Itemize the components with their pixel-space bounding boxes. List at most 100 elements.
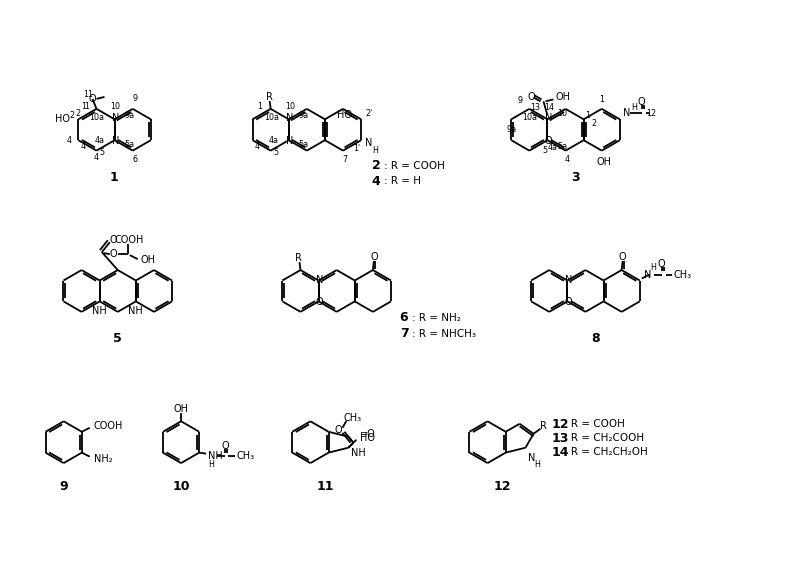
Text: N: N bbox=[623, 108, 630, 118]
Text: 5: 5 bbox=[273, 148, 278, 157]
Text: 13: 13 bbox=[531, 103, 540, 112]
Text: O: O bbox=[335, 425, 342, 435]
Text: 11: 11 bbox=[316, 480, 334, 494]
Text: O: O bbox=[564, 297, 572, 307]
Text: HO: HO bbox=[337, 111, 351, 120]
Text: CH₃: CH₃ bbox=[237, 450, 255, 461]
Text: H: H bbox=[630, 103, 637, 112]
Text: 6: 6 bbox=[132, 155, 137, 164]
Text: O: O bbox=[618, 252, 626, 262]
Text: 4a: 4a bbox=[95, 136, 104, 145]
Text: O: O bbox=[370, 252, 378, 262]
Text: 9a: 9a bbox=[124, 111, 135, 120]
Text: 8: 8 bbox=[591, 332, 599, 345]
Text: 10: 10 bbox=[285, 102, 295, 111]
Text: N: N bbox=[316, 274, 324, 284]
Text: COOH: COOH bbox=[114, 235, 143, 245]
Text: 4a: 4a bbox=[269, 136, 279, 145]
Text: 5a: 5a bbox=[124, 140, 135, 149]
Text: 13: 13 bbox=[552, 432, 569, 445]
Text: : R = NH₂: : R = NH₂ bbox=[412, 313, 461, 323]
Text: 4: 4 bbox=[94, 153, 99, 162]
Text: O: O bbox=[110, 235, 118, 245]
Text: 9: 9 bbox=[59, 480, 68, 494]
Text: N: N bbox=[286, 136, 293, 146]
Text: H: H bbox=[535, 460, 540, 469]
Text: OH: OH bbox=[140, 255, 155, 265]
Text: NH₂: NH₂ bbox=[94, 454, 112, 463]
Text: NH: NH bbox=[128, 306, 143, 316]
Text: 4: 4 bbox=[565, 155, 570, 164]
Text: 10: 10 bbox=[111, 102, 120, 111]
Text: 5: 5 bbox=[542, 146, 547, 155]
Text: : R = COOH: : R = COOH bbox=[564, 419, 625, 429]
Text: 12: 12 bbox=[552, 418, 569, 431]
Text: 10a: 10a bbox=[89, 113, 104, 122]
Text: 4: 4 bbox=[66, 136, 72, 145]
Text: R: R bbox=[266, 92, 273, 102]
Text: 9: 9 bbox=[132, 94, 137, 103]
Text: : R = CH₂CH₂OH: : R = CH₂CH₂OH bbox=[564, 447, 648, 457]
Text: O: O bbox=[316, 297, 324, 307]
Text: N: N bbox=[528, 453, 536, 463]
Text: R: R bbox=[295, 253, 302, 263]
Text: 5: 5 bbox=[99, 148, 104, 157]
Text: 5a: 5a bbox=[557, 142, 567, 151]
Text: COOH: COOH bbox=[94, 421, 123, 431]
Text: HO: HO bbox=[56, 114, 70, 125]
Text: R: R bbox=[540, 421, 547, 431]
Text: 9a: 9a bbox=[299, 111, 308, 120]
Text: 7: 7 bbox=[343, 155, 347, 164]
Text: N: N bbox=[112, 113, 120, 123]
Text: 1: 1 bbox=[84, 102, 89, 112]
Text: 9a: 9a bbox=[506, 125, 516, 134]
Text: 1: 1 bbox=[257, 102, 262, 112]
Text: 2: 2 bbox=[372, 159, 381, 172]
Text: H: H bbox=[208, 460, 214, 469]
Text: 10: 10 bbox=[557, 109, 567, 118]
Text: 4: 4 bbox=[372, 175, 381, 188]
Text: 11: 11 bbox=[84, 90, 93, 99]
Text: =O: =O bbox=[360, 429, 376, 439]
Text: O: O bbox=[110, 249, 118, 259]
Text: N: N bbox=[112, 136, 120, 146]
Text: 5: 5 bbox=[113, 332, 122, 345]
Text: N: N bbox=[286, 113, 293, 123]
Text: OH: OH bbox=[556, 93, 571, 103]
Text: O: O bbox=[528, 93, 536, 103]
Text: 2: 2 bbox=[591, 119, 596, 128]
Text: O: O bbox=[658, 259, 665, 269]
Text: 5a: 5a bbox=[299, 140, 308, 149]
Text: 4a: 4a bbox=[548, 142, 557, 151]
Text: N: N bbox=[365, 138, 373, 148]
Text: 12: 12 bbox=[646, 109, 657, 118]
Text: OH: OH bbox=[596, 157, 611, 167]
Text: : R = H: : R = H bbox=[384, 177, 421, 186]
Text: 2': 2' bbox=[366, 109, 373, 118]
Text: 14: 14 bbox=[544, 103, 555, 112]
Text: NH: NH bbox=[351, 448, 366, 458]
Text: 1': 1' bbox=[354, 144, 361, 153]
Text: N: N bbox=[545, 113, 552, 123]
Text: CH₃: CH₃ bbox=[673, 269, 692, 279]
Text: H: H bbox=[650, 263, 657, 272]
Text: NH: NH bbox=[92, 306, 107, 316]
Text: 1: 1 bbox=[585, 111, 590, 120]
Text: N: N bbox=[644, 269, 651, 279]
Text: 1: 1 bbox=[81, 102, 86, 112]
Text: 3: 3 bbox=[571, 171, 579, 184]
Text: : R = CH₂COOH: : R = CH₂COOH bbox=[564, 433, 645, 443]
Text: 1: 1 bbox=[110, 171, 119, 184]
Text: 10a: 10a bbox=[523, 113, 537, 122]
Text: O: O bbox=[88, 94, 96, 104]
Text: NH: NH bbox=[208, 450, 223, 461]
Text: : R = COOH: : R = COOH bbox=[384, 160, 445, 171]
Text: 7: 7 bbox=[400, 327, 409, 340]
Text: 9: 9 bbox=[518, 96, 523, 105]
Text: 4: 4 bbox=[80, 142, 86, 151]
Text: OH: OH bbox=[174, 404, 189, 415]
Text: 10a: 10a bbox=[264, 113, 279, 122]
Text: 10: 10 bbox=[172, 480, 190, 494]
Text: 2: 2 bbox=[76, 109, 81, 118]
Text: N: N bbox=[564, 274, 572, 284]
